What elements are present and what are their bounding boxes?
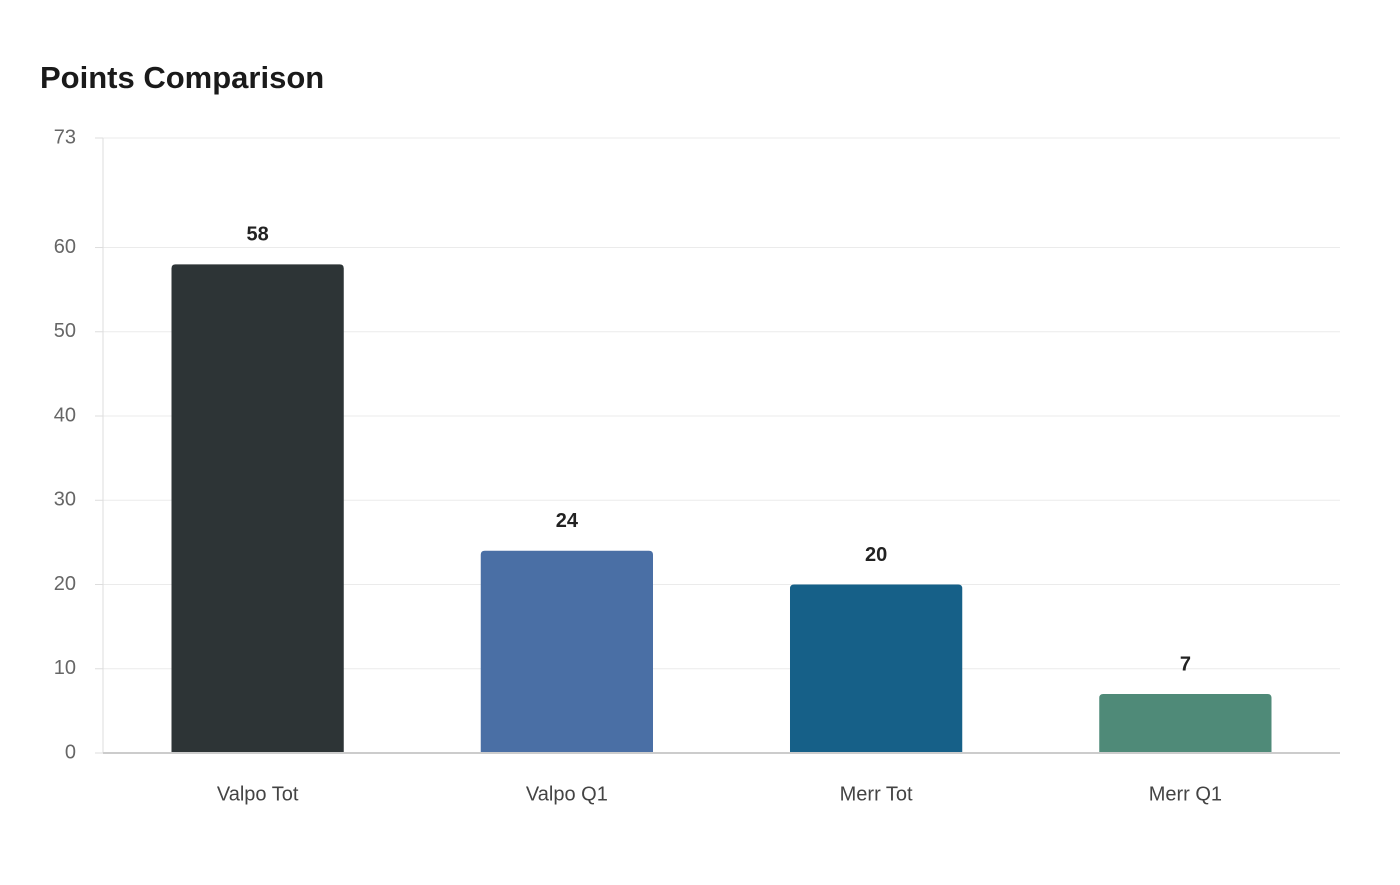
y-tick-label: 73 <box>54 126 76 148</box>
value-label: 58 <box>247 224 269 246</box>
bar <box>480 550 654 753</box>
y-tick-label: 60 <box>54 236 76 258</box>
chart-title: Points Comparison <box>40 60 324 95</box>
x-tick-label: Merr Q1 <box>1149 783 1222 805</box>
bar <box>1099 694 1272 753</box>
x-tick-label: Valpo Tot <box>217 783 299 805</box>
value-label: 24 <box>556 510 579 532</box>
y-tick-label: 10 <box>54 657 76 679</box>
y-tick-label: 40 <box>54 404 76 426</box>
bar <box>171 264 344 753</box>
y-tick-label: 0 <box>65 741 76 763</box>
y-tick-label: 20 <box>54 573 76 595</box>
y-tick-label: 30 <box>54 489 76 511</box>
x-tick-label: Valpo Q1 <box>526 783 608 805</box>
y-tick-label: 50 <box>54 320 76 342</box>
value-label: 20 <box>865 544 887 566</box>
x-tick-label: Merr Tot <box>840 783 913 805</box>
value-label: 7 <box>1180 653 1191 675</box>
bar <box>789 584 963 753</box>
